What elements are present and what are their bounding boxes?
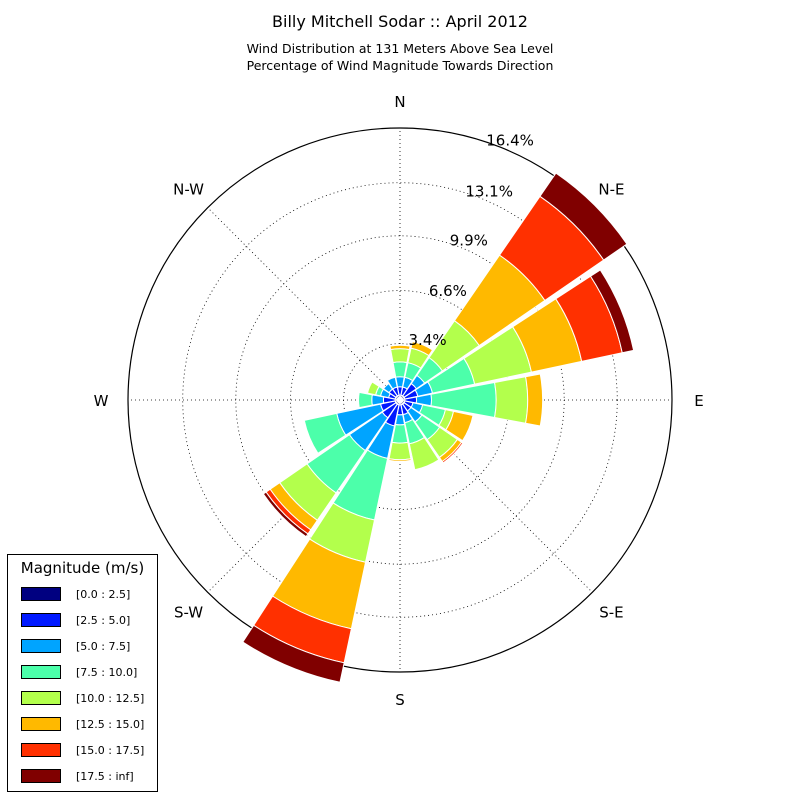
chart-subtitle-line1: Wind Distribution at 131 Meters Above Se… bbox=[246, 41, 554, 56]
wedge-ENE-bin-7 bbox=[589, 269, 635, 354]
wedge-E-bin-5 bbox=[524, 373, 544, 427]
direction-label-S-E: S-E bbox=[599, 603, 623, 621]
wedge-S-bin-4 bbox=[388, 441, 412, 461]
wedge-N-bin-4 bbox=[390, 348, 410, 364]
grid-spoke-7 bbox=[207, 207, 401, 401]
chart-title: Billy Mitchell Sodar :: April 2012 bbox=[272, 12, 528, 31]
direction-label-W: W bbox=[94, 392, 109, 410]
wedge-WNW-bin-4 bbox=[366, 381, 380, 396]
legend-swatch-2 bbox=[21, 639, 61, 653]
legend-label-5: [12.5 : 15.0] bbox=[76, 718, 145, 731]
legend-swatch-4 bbox=[21, 691, 61, 705]
legend-label-2: [5.0 : 7.5] bbox=[76, 640, 131, 653]
legend-swatch-1 bbox=[21, 613, 61, 627]
legend-label-1: [2.5 : 5.0] bbox=[76, 614, 131, 627]
legend-title: Magnitude (m/s) bbox=[20, 559, 145, 577]
wedge-SSE-bin-4 bbox=[408, 436, 440, 471]
wedge-SW-bin-7 bbox=[262, 491, 309, 538]
legend-swatch-6 bbox=[21, 743, 61, 757]
legend: Magnitude (m/s) [0.0 : 2.5] [2.5 : 5.0] [5… bbox=[7, 554, 158, 792]
direction-label-N-W: N-W bbox=[173, 181, 204, 199]
wedge-N-bin-5 bbox=[389, 344, 411, 351]
direction-label-N-E: N-E bbox=[598, 181, 624, 199]
legend-label-4: [10.0 : 12.5] bbox=[76, 692, 145, 705]
direction-label-S-W: S-W bbox=[174, 603, 203, 621]
outer-circle bbox=[127, 127, 673, 673]
direction-label-S: S bbox=[395, 691, 405, 709]
radial-tick-label-4: 16.4% bbox=[486, 132, 534, 150]
grid-spoke-3 bbox=[399, 399, 593, 593]
legend-label-7: [17.5 : inf] bbox=[76, 770, 134, 783]
wedge-WSW-bin-3 bbox=[303, 412, 347, 454]
wedge-S-bin-5 bbox=[388, 458, 412, 462]
radial-tick-label-1: 6.6% bbox=[429, 282, 467, 300]
direction-label-N: N bbox=[394, 93, 405, 111]
legend-label-6: [15.0 : 17.5] bbox=[76, 744, 145, 757]
wedge-SE-bin-6 bbox=[441, 441, 464, 464]
wedge-E-bin-4 bbox=[494, 376, 529, 424]
grid-circle-3 bbox=[182, 182, 618, 618]
wedge-NW-bin-2 bbox=[382, 382, 394, 394]
legend-swatch-3 bbox=[21, 665, 61, 679]
wedge-NE-bin-7 bbox=[539, 172, 628, 261]
direction-label-E: E bbox=[694, 392, 703, 410]
wedge-SSW-bin-7 bbox=[242, 624, 345, 683]
legend-label-0: [0.0 : 2.5] bbox=[76, 588, 131, 601]
wedge-ESE-bin-5 bbox=[445, 410, 474, 442]
legend-label-3: [7.5 : 10.0] bbox=[76, 666, 138, 679]
legend-swatch-7 bbox=[21, 769, 61, 783]
wedge-NNE-bin-5 bbox=[410, 341, 434, 357]
chart-subtitle-line2: Percentage of Wind Magnitude Towards Dir… bbox=[246, 58, 554, 73]
radial-tick-label-2: 9.9% bbox=[450, 231, 488, 249]
wedge-NNW-bin-2 bbox=[386, 376, 398, 390]
radial-tick-label-0: 3.4% bbox=[409, 331, 447, 349]
radial-tick-label-3: 13.1% bbox=[465, 182, 513, 200]
legend-swatch-0 bbox=[21, 587, 61, 601]
wedge-W-bin-3 bbox=[358, 391, 373, 409]
legend-swatch-5 bbox=[21, 717, 61, 731]
